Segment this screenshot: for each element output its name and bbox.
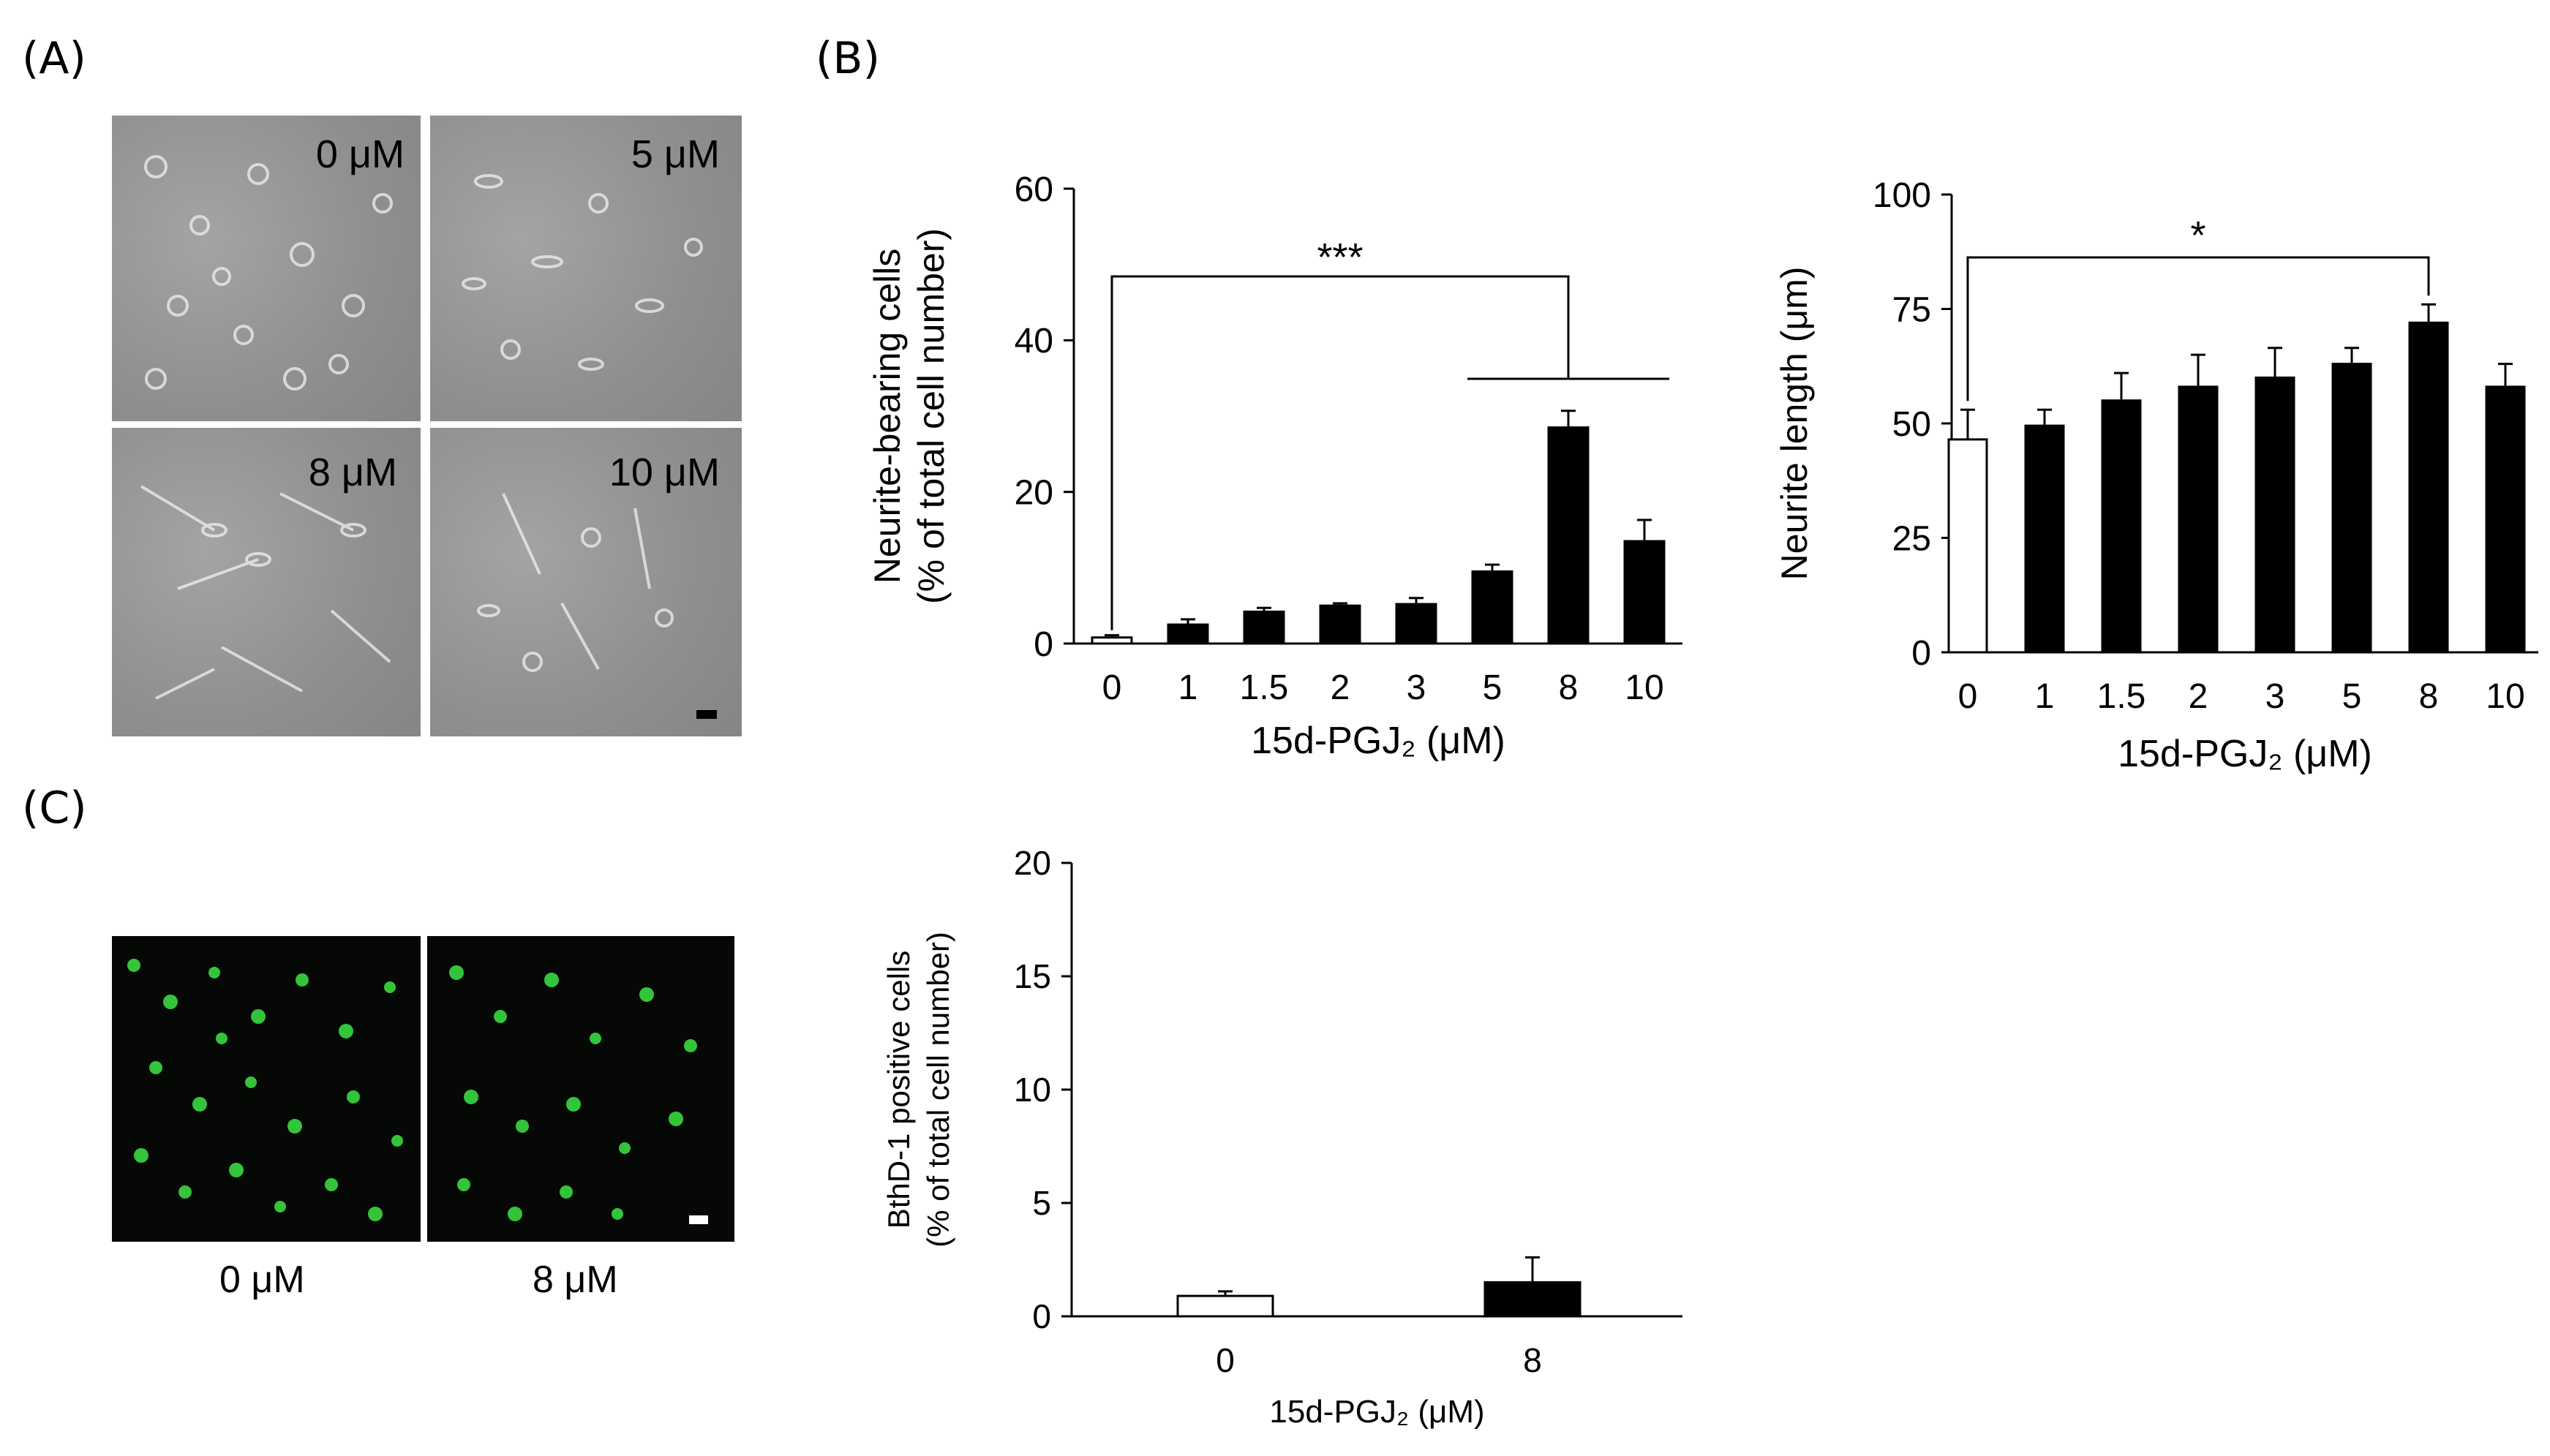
micrograph-label: 10 μM (609, 450, 720, 494)
significance-bracket (1110, 275, 1570, 630)
bar (1947, 438, 1988, 654)
micrograph-5um: 5 μM (430, 116, 742, 421)
y-tick-label: 0 (1911, 634, 1931, 673)
x-tick-label: 0 (1216, 1341, 1235, 1379)
x-tick-label: 10 (1625, 668, 1663, 707)
bar (1176, 1294, 1274, 1318)
fluorescence-caption-0um: 0 μM (219, 1259, 305, 1301)
fluorescence-caption-8um: 8 μM (533, 1259, 618, 1301)
bar (1167, 623, 1209, 645)
micrograph-0um: 0 μM (112, 116, 421, 421)
x-axis-label: 15d-PGJ₂ (μM) (1269, 1394, 1484, 1430)
x-tick-label: 10 (2486, 677, 2524, 716)
y-tick-label: 25 (1892, 519, 1931, 558)
scale-bar (689, 1215, 708, 1224)
micrograph-label: 0 μM (315, 132, 405, 176)
chart-1: 0 20 40 60 0 1 1.5 2 3 5 8 10 15d-PGJ₂ (μM) Neurite-b… (867, 170, 1682, 762)
y-tick-label: 100 (1873, 176, 1931, 215)
bar (2101, 399, 2142, 654)
y-tick-label: 0 (1034, 625, 1053, 664)
x-tick-label: 3 (2265, 677, 2285, 716)
y-tick-label: 20 (1015, 473, 1053, 512)
x-tick-label: 5 (1483, 668, 1502, 707)
y-axis-label: BthD-1 positive cells (881, 951, 916, 1229)
x-tick-label: 5 (2342, 677, 2362, 716)
bar (1319, 604, 1361, 645)
y-tick-label: 10 (1014, 1071, 1051, 1109)
x-tick-label: 1.5 (2097, 677, 2146, 716)
y-tick-label: 5 (1032, 1184, 1051, 1222)
y-tick-label: 15 (1014, 957, 1051, 995)
fluorescence-cells (449, 965, 697, 1221)
bar (2178, 385, 2219, 654)
micrograph-cells (140, 485, 391, 700)
x-tick-label: 3 (1407, 668, 1426, 707)
y-axis-label: Neurite-bearing cells (867, 249, 908, 584)
fluorescence-image-8um (427, 936, 734, 1242)
x-tick-label: 1 (2035, 677, 2055, 716)
y-tick-label: 0 (1032, 1297, 1051, 1335)
micrograph-label: 5 μM (631, 132, 720, 176)
significance-label: * (2190, 214, 2205, 257)
x-axis-label: 15d-PGJ₂ (μM) (2118, 733, 2372, 775)
scale-bar (696, 710, 717, 719)
bar (1395, 603, 1437, 645)
bar (2408, 321, 2449, 654)
bar (1483, 1281, 1581, 1318)
panel-label-c: (C) (22, 782, 87, 834)
x-tick-label: 0 (1958, 677, 1978, 716)
bar (1547, 426, 1590, 645)
y-axis-label: Neurite length (μm) (1774, 267, 1815, 581)
significance-bracket (1966, 256, 2430, 401)
bar (1623, 540, 1666, 645)
micrograph-cells (477, 493, 674, 672)
x-tick-label: 8 (1559, 668, 1579, 707)
x-tick-label: 8 (1523, 1341, 1542, 1379)
y-tick-label: 60 (1015, 170, 1053, 209)
bar (1091, 636, 1133, 645)
micrograph-8um: 8 μM (112, 428, 421, 736)
bar (2024, 424, 2065, 654)
y-axis-label: (% of total cell number) (921, 932, 955, 1248)
chart-2: 0 25 50 75 100 0 1 1.5 2 3 5 8 10 15d-PGJ₂ (μM) Neurit… (1774, 176, 2538, 775)
significance-label: *** (1317, 235, 1363, 279)
x-axis-label: 15d-PGJ₂ (μM) (1251, 720, 1505, 762)
bar (2331, 363, 2372, 654)
x-tick-label: 0 (1102, 668, 1122, 707)
panel-label-b: (B) (816, 33, 880, 84)
micrograph-cells (144, 155, 393, 391)
bar (2254, 376, 2295, 654)
x-tick-label: 1 (1178, 668, 1198, 707)
fluorescence-cells (127, 959, 403, 1221)
y-axis-label: (% of total cell number) (911, 228, 952, 604)
x-tick-label: 1.5 (1240, 668, 1289, 707)
y-tick-label: 75 (1892, 290, 1931, 329)
micrograph-cells (462, 174, 703, 371)
bar (2485, 385, 2526, 654)
fluorescence-image-0um (112, 936, 421, 1242)
bar (1243, 610, 1285, 645)
y-tick-label: 40 (1015, 322, 1053, 361)
micrograph-label: 8 μM (308, 450, 397, 494)
panel-label-a: (A) (22, 33, 86, 84)
y-tick-label: 20 (1014, 844, 1051, 882)
chart-3: 0 5 10 15 20 0 8 15d-PGJ₂ (μM) BthD-1 positive c… (881, 844, 1682, 1430)
micrograph-10um: 10 μM (430, 428, 742, 736)
x-tick-label: 8 (2419, 677, 2439, 716)
y-tick-label: 50 (1892, 405, 1931, 444)
x-tick-label: 2 (2189, 677, 2208, 716)
bar (1471, 570, 1513, 645)
x-tick-label: 2 (1331, 668, 1350, 707)
